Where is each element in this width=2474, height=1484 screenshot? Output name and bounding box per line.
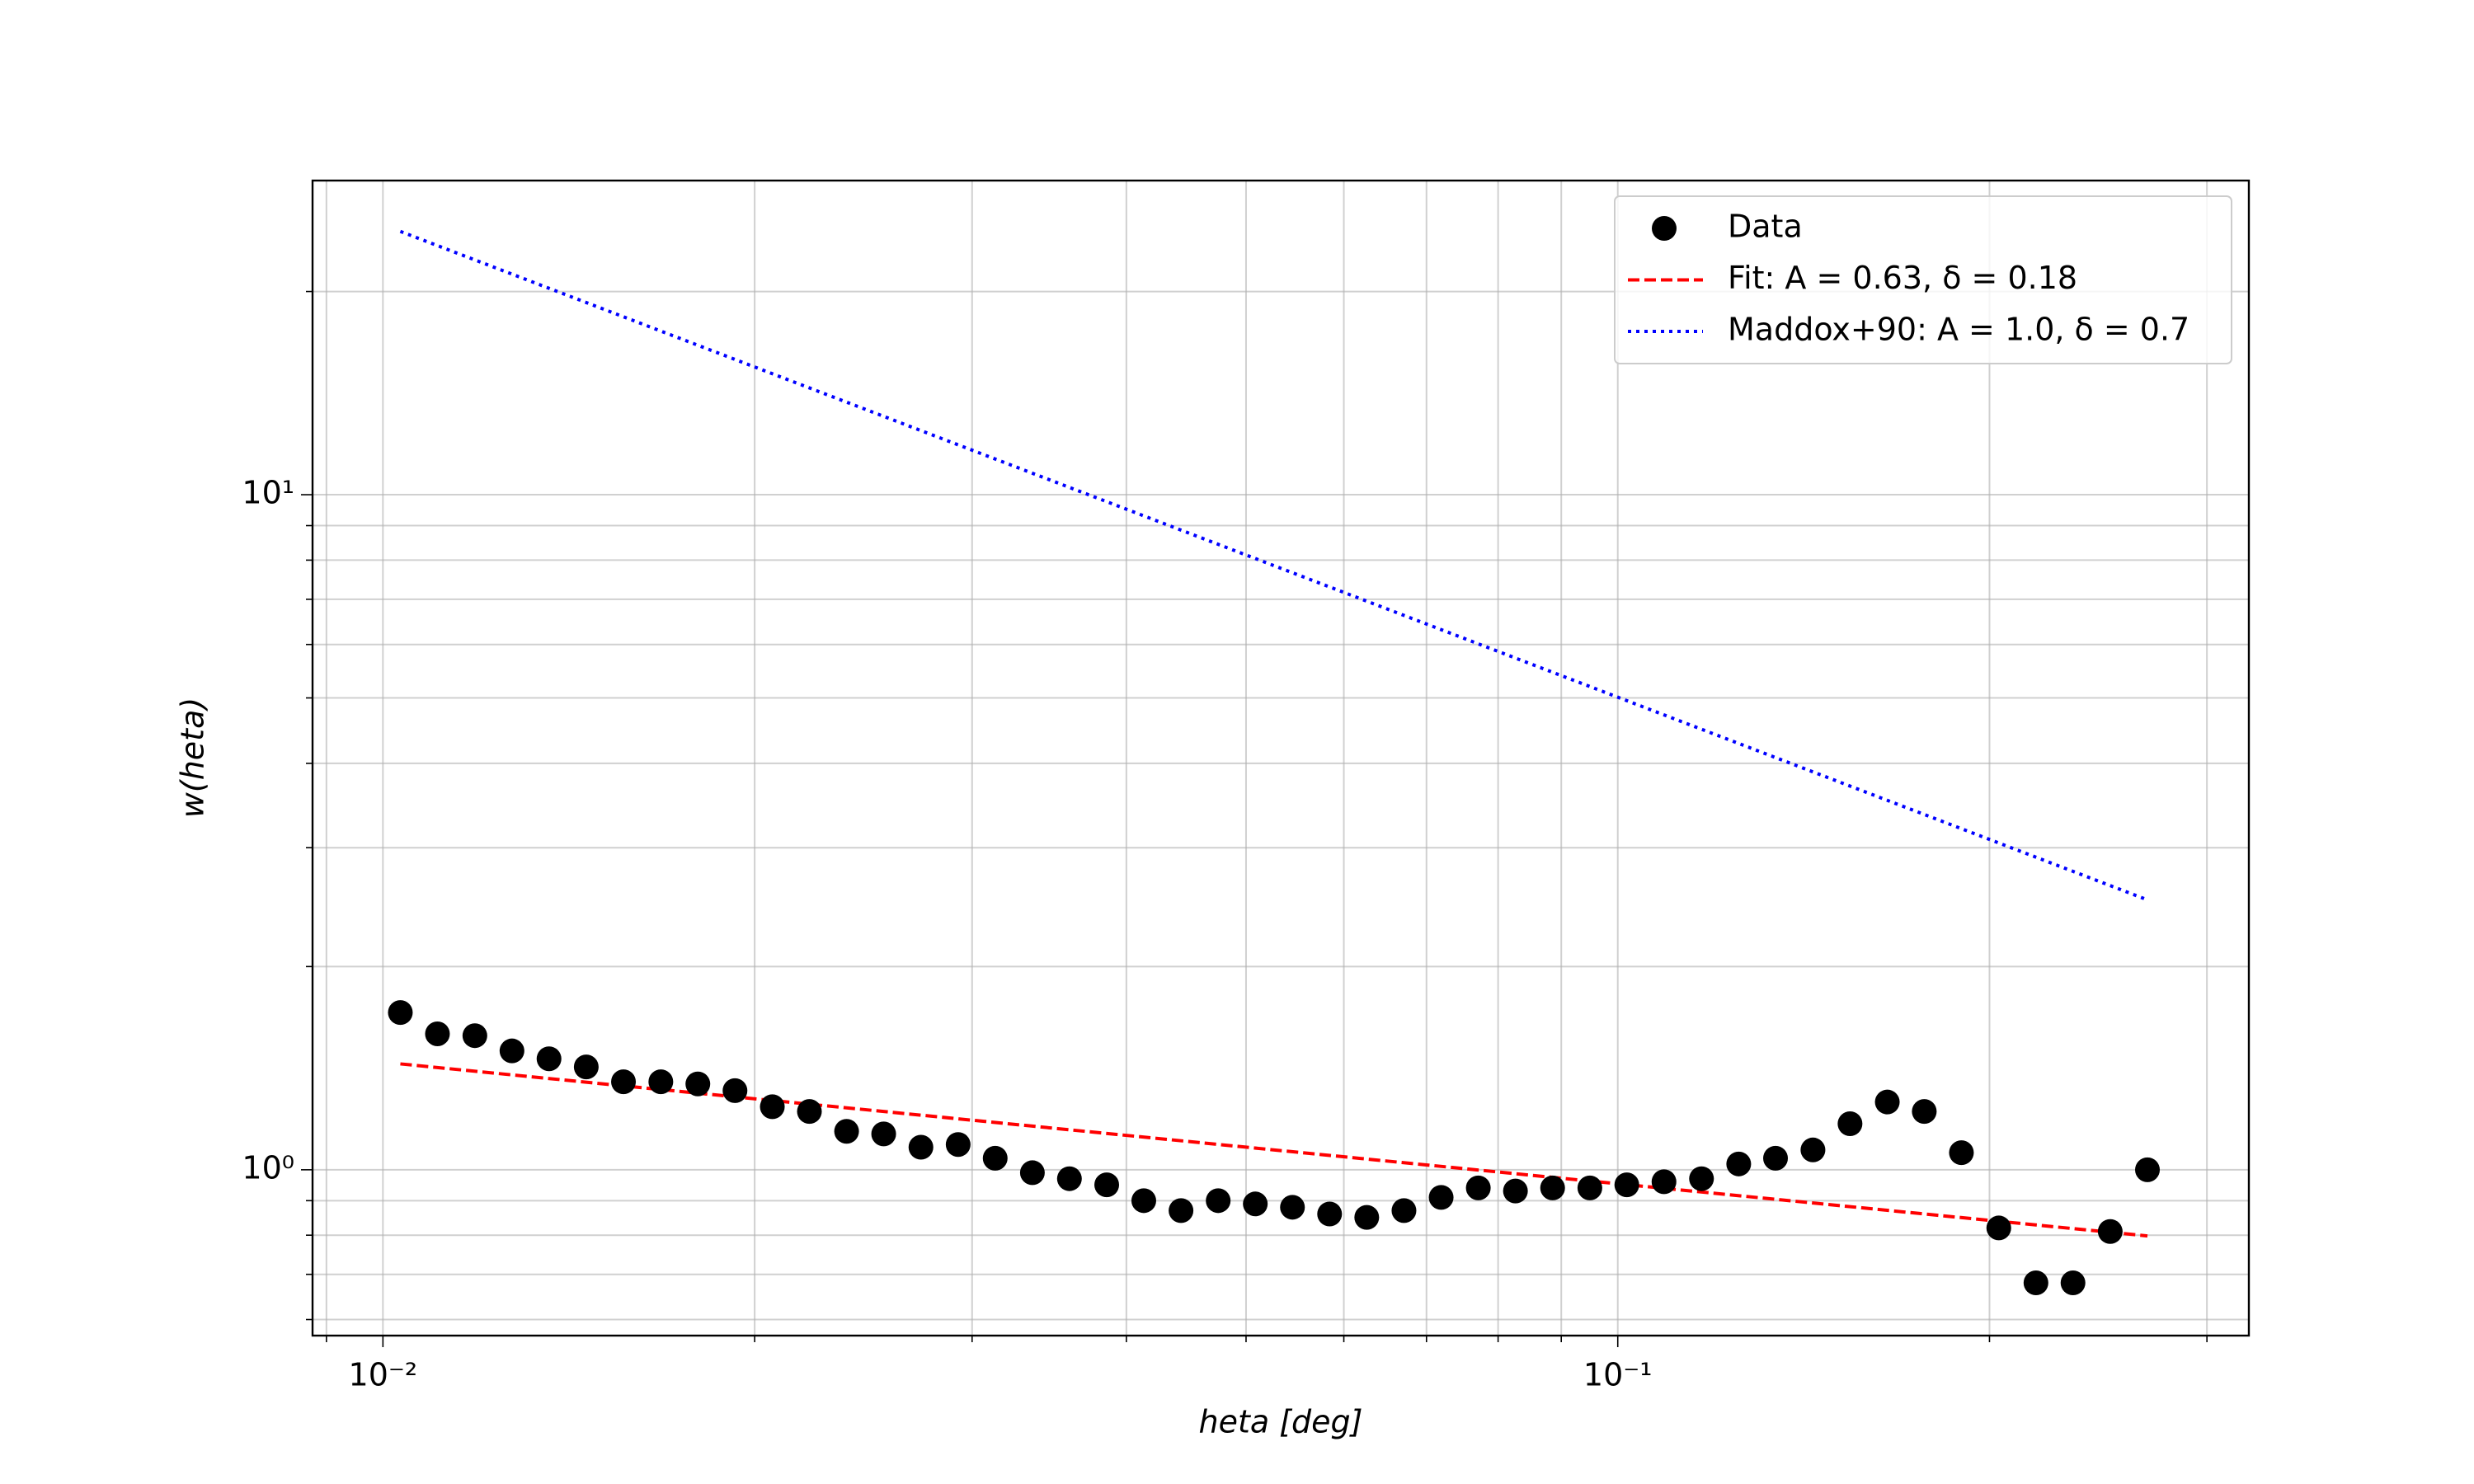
data-point xyxy=(648,1069,674,1095)
data-point xyxy=(1577,1175,1602,1200)
data-point xyxy=(499,1038,524,1064)
data-point xyxy=(1131,1188,1156,1214)
data-point xyxy=(1837,1111,1863,1137)
plot-frame xyxy=(311,179,2251,1337)
data-point xyxy=(1019,1160,1045,1186)
x-axis-label: heta [deg] xyxy=(1199,1404,1363,1440)
x-tick-label: 10⁻¹ xyxy=(1583,1357,1653,1393)
data-point xyxy=(425,1021,450,1046)
data-point xyxy=(2060,1270,2086,1296)
fit-line xyxy=(399,229,2148,902)
data-point xyxy=(797,1099,822,1125)
y-tick-label: 10⁰ xyxy=(242,1149,294,1186)
data-point xyxy=(1354,1205,1380,1230)
data-point xyxy=(1614,1172,1639,1198)
data-point xyxy=(611,1069,637,1095)
data-point xyxy=(1243,1191,1268,1217)
legend-box xyxy=(1614,195,2232,364)
data-point xyxy=(1503,1178,1528,1204)
data-point xyxy=(1763,1145,1789,1171)
data-point xyxy=(982,1145,1008,1171)
data-point xyxy=(1726,1151,1752,1176)
y-axis-label: w(heta) xyxy=(175,697,211,818)
data-point xyxy=(1912,1099,1937,1125)
data-point xyxy=(1280,1195,1305,1220)
data-point xyxy=(1986,1215,2011,1241)
data-point xyxy=(1874,1089,1900,1115)
data-point xyxy=(1391,1198,1417,1223)
data-point xyxy=(2097,1219,2123,1244)
y-tick-label: 10¹ xyxy=(242,475,294,511)
data-point xyxy=(2023,1270,2048,1296)
data-point xyxy=(1689,1166,1714,1191)
data-point xyxy=(573,1054,599,1080)
data-point xyxy=(871,1121,896,1147)
data-point xyxy=(760,1094,785,1120)
x-tick-label: 10⁻² xyxy=(349,1357,418,1393)
legend-label: Data xyxy=(1728,209,1803,245)
data-point xyxy=(945,1132,971,1158)
data-point xyxy=(462,1023,487,1049)
legend-marker xyxy=(1652,216,1677,241)
data-point xyxy=(1651,1169,1677,1195)
data-point xyxy=(834,1119,859,1144)
data-point xyxy=(1169,1198,1194,1223)
data-point xyxy=(1465,1175,1491,1200)
legend-label: Fit: A = 0.63, δ = 0.18 xyxy=(1728,260,2077,296)
data-point xyxy=(1428,1185,1454,1210)
data-point xyxy=(1800,1137,1826,1162)
data-point xyxy=(908,1134,934,1160)
data-point xyxy=(1206,1188,1231,1214)
data-point xyxy=(1317,1201,1343,1227)
data-point xyxy=(685,1071,711,1097)
data-point xyxy=(722,1078,748,1103)
data-point xyxy=(1094,1172,1120,1198)
data-point xyxy=(1540,1175,1565,1200)
fit-line xyxy=(400,1062,2148,1238)
legend-label: Maddox+90: A = 1.0, δ = 0.7 xyxy=(1728,312,2189,348)
data-point xyxy=(1949,1140,1974,1166)
data-point xyxy=(388,1000,413,1026)
data-point xyxy=(536,1046,562,1072)
data-point xyxy=(1056,1166,1082,1191)
data-point xyxy=(2135,1157,2161,1182)
